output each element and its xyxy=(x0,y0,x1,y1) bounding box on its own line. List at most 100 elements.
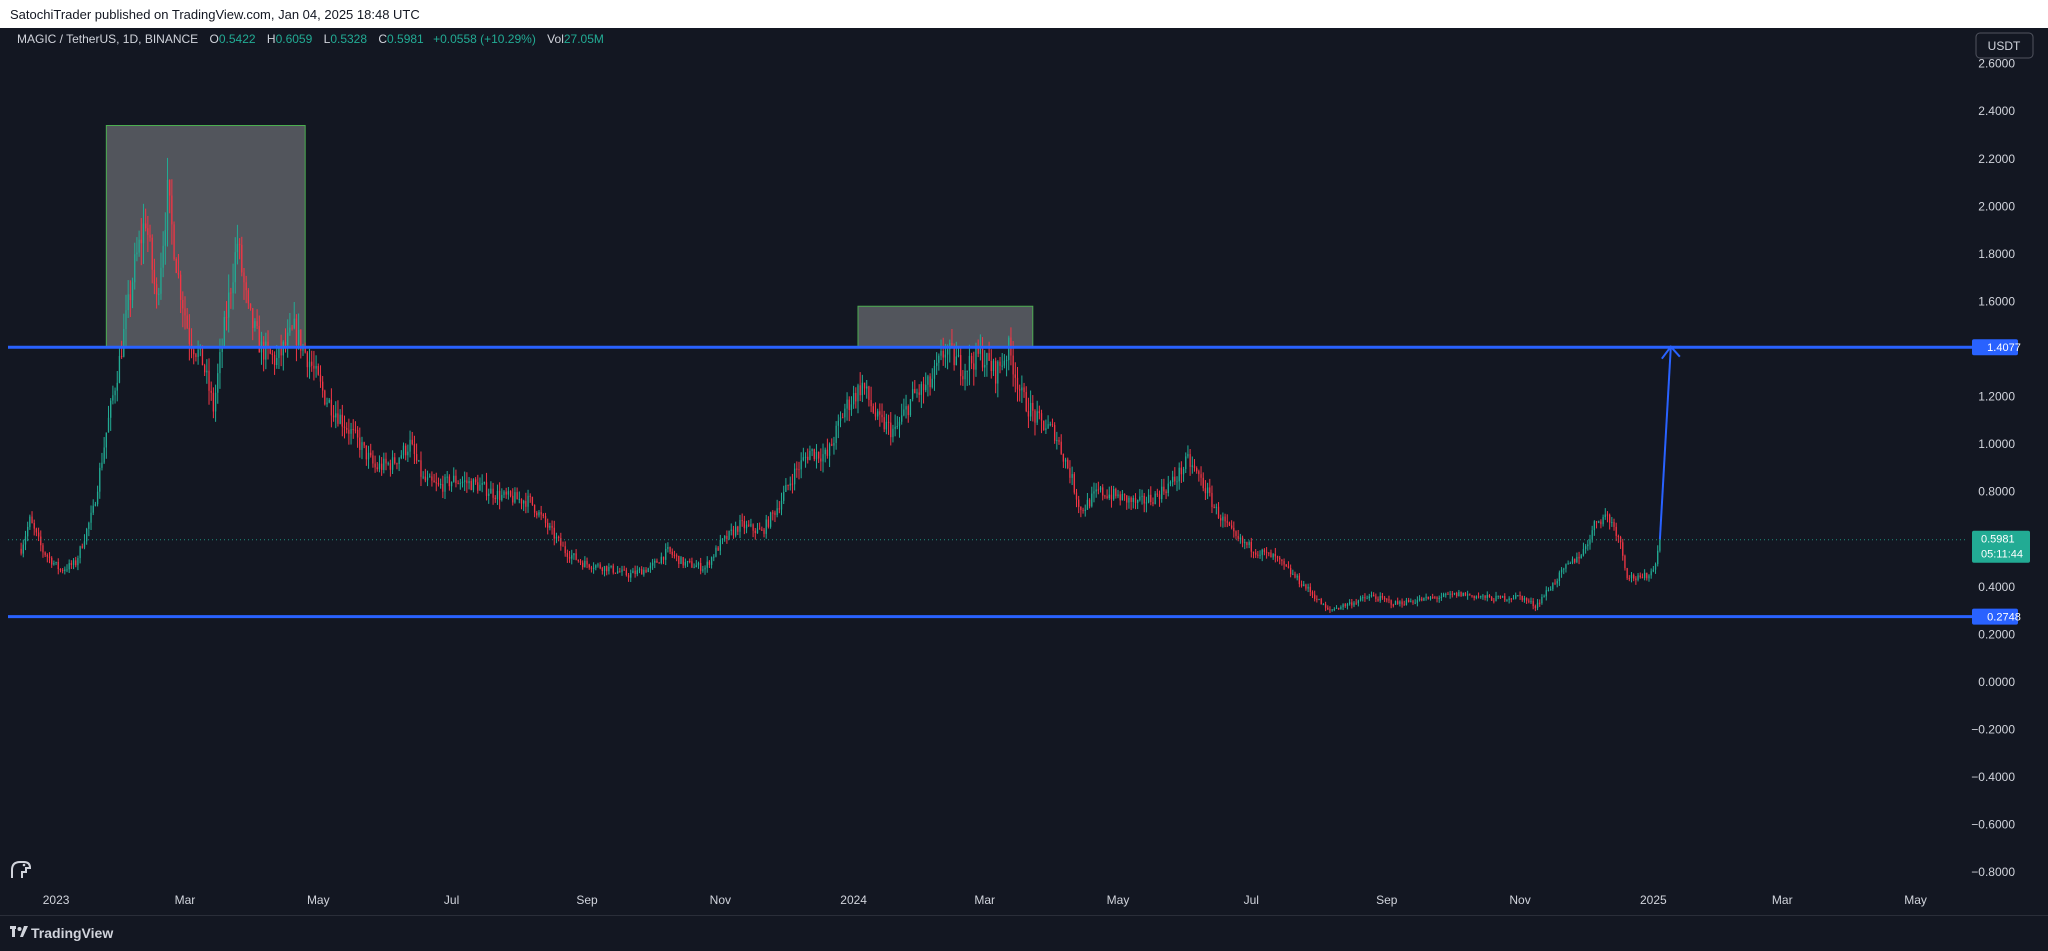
candle-body-723 xyxy=(1600,521,1602,525)
candle-body-320 xyxy=(719,539,721,551)
candle-body-337 xyxy=(756,528,759,534)
candle-body-221 xyxy=(503,491,505,495)
candle-body-311 xyxy=(700,562,702,571)
y-tick-label: 1.0000 xyxy=(1978,437,2015,451)
candle-body-111 xyxy=(262,341,265,360)
candle-body-428 xyxy=(955,356,957,366)
candle-body-259 xyxy=(586,560,588,565)
candle-body-200 xyxy=(457,483,459,485)
candle-body-472 xyxy=(1051,424,1054,426)
candle-body-726 xyxy=(1606,514,1609,516)
candle-body-731 xyxy=(1617,535,1620,537)
brand-bar: TradingView xyxy=(0,915,2048,951)
candle-body-643 xyxy=(1425,596,1427,598)
candle-body-18 xyxy=(59,569,62,571)
candle-body-443 xyxy=(988,353,990,361)
candle-body-287 xyxy=(647,568,649,573)
candle-body-615 xyxy=(1364,597,1366,599)
candle-body-722 xyxy=(1598,521,1600,523)
price-axis[interactable]: 2.60002.40002.20002.00001.80001.60001.40… xyxy=(1971,57,2015,880)
candle-body-639 xyxy=(1416,600,1419,603)
candle-body-733 xyxy=(1622,542,1624,556)
candle-body-28 xyxy=(81,546,83,548)
chart-frame[interactable]: MAGIC / TetherUS, 1D, BINANCE O0.5422 H0… xyxy=(0,28,2048,915)
candle-body-603 xyxy=(1338,607,1340,609)
candle-body-668 xyxy=(1480,596,1482,598)
candle-body-206 xyxy=(470,481,472,491)
candle-body-314 xyxy=(706,561,708,568)
candle-body-705 xyxy=(1560,569,1563,573)
candle-body-503 xyxy=(1119,494,1121,501)
candle-body-539 xyxy=(1198,471,1200,475)
candle-body-255 xyxy=(577,559,579,561)
candle-body-542 xyxy=(1204,488,1207,494)
y-tick-label: 1.2000 xyxy=(1978,390,2015,404)
candle-body-16 xyxy=(55,562,57,564)
candle-body-426 xyxy=(951,342,953,346)
candle-body-354 xyxy=(793,468,796,485)
candle-body-492 xyxy=(1095,489,1097,492)
candle-body-688 xyxy=(1523,597,1526,601)
candle-body-132 xyxy=(308,361,311,368)
candle-body-80 xyxy=(195,354,197,357)
candle-body-551 xyxy=(1224,516,1226,522)
candle-body-510 xyxy=(1134,497,1137,503)
target-arrow-head xyxy=(1661,345,1681,360)
candle-body-295 xyxy=(665,548,667,560)
candle-body-592 xyxy=(1314,594,1316,599)
candle-body-278 xyxy=(627,575,630,578)
candle-body-593 xyxy=(1316,598,1318,600)
candle-body-121 xyxy=(284,342,287,346)
candle-body-375 xyxy=(839,417,842,421)
candle-body-342 xyxy=(767,519,770,527)
candle-body-424 xyxy=(946,349,949,355)
level-tag-1 xyxy=(1972,339,2018,356)
candle-body-97 xyxy=(232,282,234,294)
open-label: O xyxy=(210,32,219,46)
candle-body-412 xyxy=(920,384,923,395)
candle-body-724 xyxy=(1602,517,1604,525)
candle-body-405 xyxy=(905,406,907,410)
candle-body-223 xyxy=(507,491,510,495)
candle-body-172 xyxy=(396,463,398,465)
candle-body-71 xyxy=(175,258,177,273)
candle-body-292 xyxy=(658,562,660,564)
candle-body-117 xyxy=(276,357,278,366)
candle-body-267 xyxy=(603,566,606,572)
candle-body-81 xyxy=(197,349,199,357)
candle-body-171 xyxy=(394,457,396,464)
y-tick-label: 2.0000 xyxy=(1978,199,2015,213)
candle-body-568 xyxy=(1261,549,1263,555)
candle-body-48 xyxy=(125,310,127,330)
candle-body-677 xyxy=(1499,595,1502,598)
candle-body-357 xyxy=(800,460,802,470)
candle-body-93 xyxy=(223,317,225,347)
candle-body-397 xyxy=(887,421,890,423)
currency-button[interactable] xyxy=(1975,32,2034,59)
candle-body-623 xyxy=(1381,596,1384,598)
candle-body-232 xyxy=(527,495,529,507)
candle-body-537 xyxy=(1193,465,1196,469)
candle-body-133 xyxy=(311,361,313,366)
candle-body-748 xyxy=(1654,564,1657,570)
price-chart[interactable]: MAGIC / TetherUS, 1D, BINANCE O0.5422 H0… xyxy=(0,28,2048,915)
candle-body-85 xyxy=(206,370,208,373)
candle-body-350 xyxy=(785,484,787,492)
candle-body-271 xyxy=(612,565,614,573)
candle-body-401 xyxy=(896,426,898,428)
candle-body-474 xyxy=(1056,440,1058,442)
time-axis[interactable]: 2023 Mar May Jul Sep Nov 2024 Mar May Jul Sep Nov 20… xyxy=(43,893,1927,907)
candle-body-673 xyxy=(1491,597,1493,601)
candle-body-269 xyxy=(608,567,610,572)
candle-body-488 xyxy=(1086,499,1089,510)
replay-icon[interactable] xyxy=(11,861,32,878)
candle-body-60 xyxy=(151,237,153,270)
candle-body-352 xyxy=(789,483,791,486)
candle-body-222 xyxy=(505,491,507,495)
x-tick-label: Nov xyxy=(1509,893,1530,907)
candle-body-445 xyxy=(992,360,995,371)
candle-body-112 xyxy=(265,341,267,360)
candle-body-238 xyxy=(540,512,542,515)
candle-body-567 xyxy=(1259,554,1261,556)
candle-body-218 xyxy=(496,490,499,500)
